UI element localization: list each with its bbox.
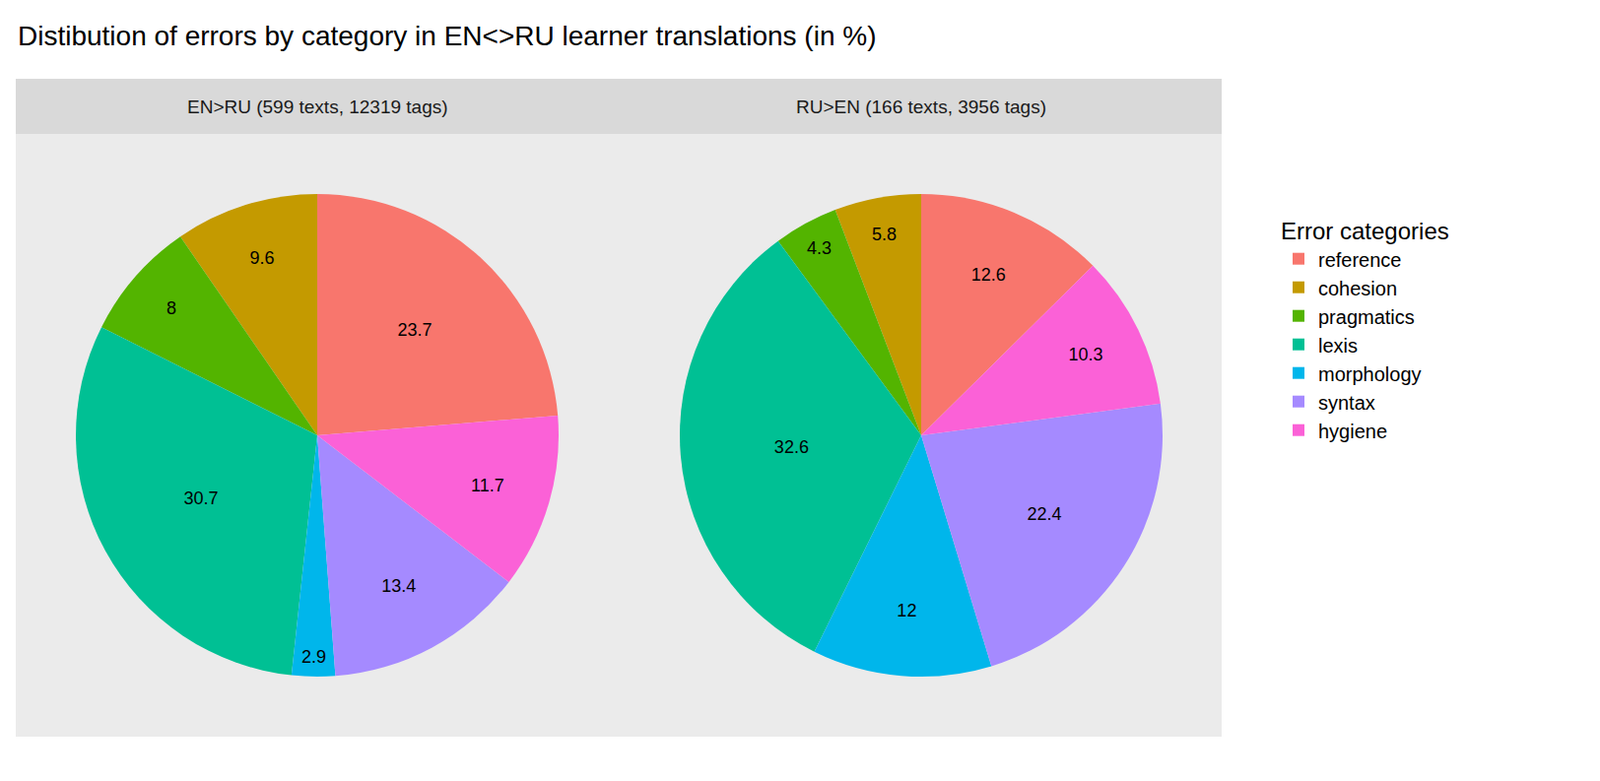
svg-text:RU>EN (166 texts, 3956 tags): RU>EN (166 texts, 3956 tags) <box>796 96 1047 118</box>
svg-text:8: 8 <box>166 298 177 319</box>
svg-text:reference: reference <box>1318 249 1402 271</box>
svg-text:Distibution of errors by categ: Distibution of errors by category in EN<… <box>17 20 876 52</box>
svg-text:11.7: 11.7 <box>470 475 505 496</box>
svg-text:9.6: 9.6 <box>249 248 274 268</box>
svg-text:12: 12 <box>896 600 917 621</box>
svg-text:32.6: 32.6 <box>774 437 809 458</box>
svg-text:10.3: 10.3 <box>1067 344 1103 365</box>
svg-text:morphology: morphology <box>1318 363 1422 386</box>
svg-text:pragmatics: pragmatics <box>1318 306 1415 329</box>
svg-text:4.3: 4.3 <box>806 238 832 259</box>
svg-text:13.4: 13.4 <box>381 576 416 597</box>
svg-text:23.7: 23.7 <box>397 320 432 340</box>
svg-text:5.8: 5.8 <box>871 224 897 245</box>
svg-text:22.4: 22.4 <box>1027 504 1063 525</box>
svg-text:12.6: 12.6 <box>971 265 1006 285</box>
svg-text:2.9: 2.9 <box>301 647 327 667</box>
svg-text:Error categories: Error categories <box>1280 217 1450 245</box>
svg-text:hygiene: hygiene <box>1318 420 1388 443</box>
svg-text:30.7: 30.7 <box>183 488 218 509</box>
svg-text:lexis: lexis <box>1318 334 1358 357</box>
svg-text:cohesion: cohesion <box>1318 277 1398 300</box>
svg-text:syntax: syntax <box>1318 392 1376 414</box>
svg-text:EN>RU (599 texts, 12319 tags): EN>RU (599 texts, 12319 tags) <box>187 96 449 118</box>
